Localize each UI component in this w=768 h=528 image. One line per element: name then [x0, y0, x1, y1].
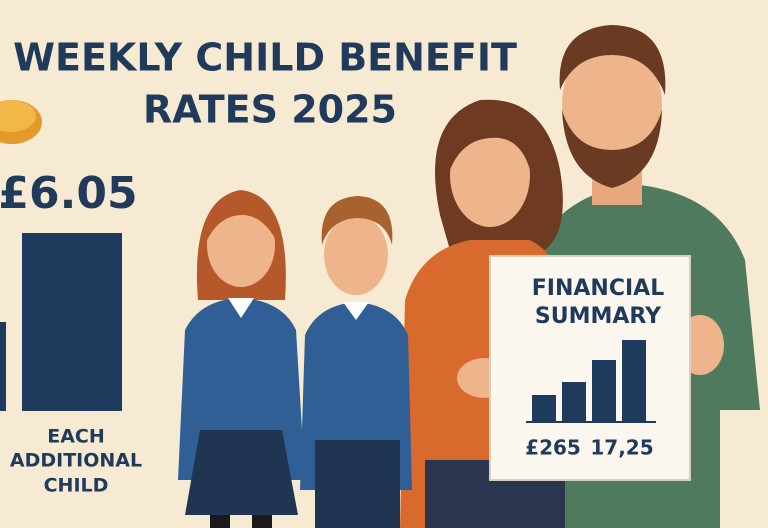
sign-title: SUMMARY	[535, 304, 662, 329]
rate-amount: £6.05	[0, 168, 138, 219]
rate-label: ADDITIONAL	[10, 450, 142, 472]
sign-figure: £265	[525, 436, 581, 460]
sign-title: FINANCIAL	[532, 276, 664, 301]
title-line: RATES 2025	[143, 88, 397, 132]
rate-label: EACH	[47, 426, 105, 448]
boy	[300, 196, 412, 528]
title-line: WEEKLY CHILD BENEFIT	[13, 36, 517, 80]
sign-figure: 17,25	[590, 436, 653, 460]
rate-bar	[22, 233, 122, 411]
rate-label: CHILD	[44, 475, 109, 497]
side-bar	[0, 322, 6, 411]
sign	[489, 255, 691, 481]
coin-face	[0, 100, 36, 132]
girl	[178, 190, 305, 528]
